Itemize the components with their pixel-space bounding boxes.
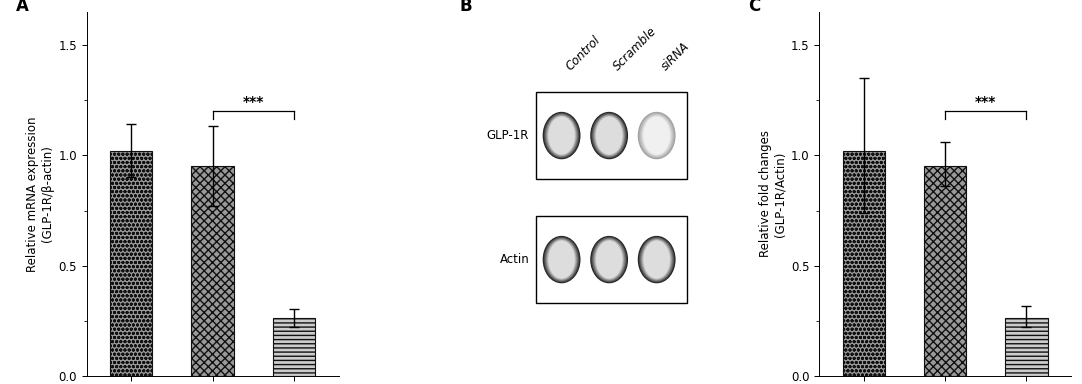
Text: B: B: [460, 0, 473, 15]
Ellipse shape: [644, 241, 670, 278]
Ellipse shape: [596, 117, 622, 154]
Ellipse shape: [595, 116, 623, 155]
Ellipse shape: [639, 237, 674, 282]
Ellipse shape: [545, 238, 578, 281]
Ellipse shape: [543, 112, 580, 159]
Ellipse shape: [544, 237, 579, 282]
Ellipse shape: [543, 237, 580, 283]
Text: Control: Control: [564, 34, 604, 73]
Ellipse shape: [543, 113, 580, 159]
Ellipse shape: [543, 236, 580, 283]
FancyBboxPatch shape: [536, 92, 687, 179]
Ellipse shape: [593, 114, 624, 157]
Ellipse shape: [637, 112, 675, 159]
Ellipse shape: [641, 114, 673, 157]
Ellipse shape: [591, 237, 628, 283]
Y-axis label: Relative mRNA expression
(GLP-1R/β-actin): Relative mRNA expression (GLP-1R/β-actin…: [26, 116, 54, 271]
Ellipse shape: [642, 239, 672, 280]
Ellipse shape: [546, 239, 577, 280]
Ellipse shape: [594, 115, 624, 156]
Ellipse shape: [544, 113, 579, 158]
Text: siRNA: siRNA: [659, 40, 692, 73]
Ellipse shape: [547, 116, 576, 155]
Ellipse shape: [643, 240, 671, 279]
Ellipse shape: [591, 113, 628, 159]
Bar: [273, 318, 315, 376]
Ellipse shape: [637, 236, 675, 283]
Ellipse shape: [641, 114, 672, 157]
Bar: [1005, 318, 1047, 376]
Ellipse shape: [592, 113, 626, 158]
FancyBboxPatch shape: [536, 216, 687, 303]
Ellipse shape: [641, 238, 673, 281]
Ellipse shape: [641, 238, 672, 281]
Bar: [924, 166, 966, 376]
Ellipse shape: [545, 114, 578, 157]
Ellipse shape: [549, 117, 575, 154]
Ellipse shape: [546, 115, 577, 156]
Ellipse shape: [547, 240, 576, 279]
Bar: [110, 151, 153, 376]
Ellipse shape: [592, 237, 626, 282]
Ellipse shape: [594, 239, 624, 280]
Text: ***: ***: [975, 95, 997, 109]
Ellipse shape: [642, 115, 672, 156]
Bar: [843, 151, 885, 376]
Ellipse shape: [638, 237, 675, 283]
Ellipse shape: [595, 240, 623, 279]
Text: A: A: [16, 0, 29, 15]
Bar: [192, 166, 234, 376]
Ellipse shape: [638, 113, 675, 159]
Ellipse shape: [593, 114, 625, 157]
Ellipse shape: [643, 116, 671, 155]
Ellipse shape: [590, 236, 628, 283]
Ellipse shape: [644, 117, 670, 154]
Text: ***: ***: [242, 95, 264, 109]
Text: GLP-1R: GLP-1R: [487, 129, 529, 142]
Ellipse shape: [639, 113, 674, 158]
Ellipse shape: [593, 238, 624, 281]
Ellipse shape: [593, 238, 625, 281]
Y-axis label: Relative fold changes
(GLP-1R/Actin): Relative fold changes (GLP-1R/Actin): [758, 131, 787, 257]
Ellipse shape: [549, 241, 575, 278]
Text: Actin: Actin: [500, 253, 529, 266]
Ellipse shape: [546, 238, 578, 281]
Text: C: C: [749, 0, 761, 15]
Ellipse shape: [590, 112, 628, 159]
Text: Scramble: Scramble: [611, 25, 660, 73]
Ellipse shape: [546, 114, 578, 157]
Ellipse shape: [596, 241, 622, 278]
